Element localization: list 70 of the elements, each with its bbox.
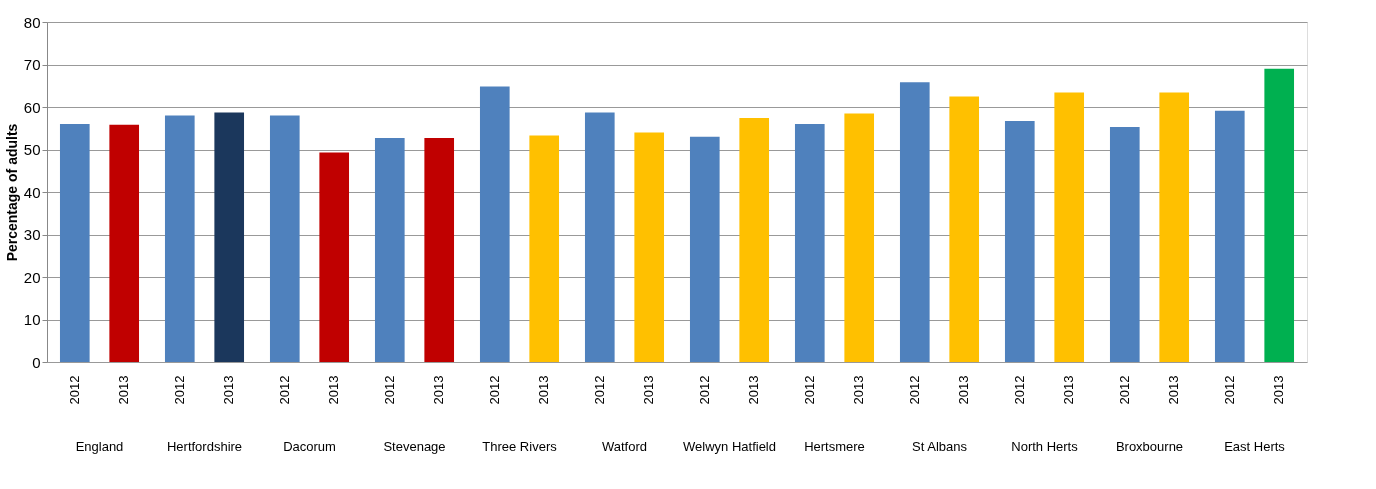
- y-tick-label: 30: [23, 226, 41, 243]
- y-tick-label: 0: [32, 353, 41, 371]
- bar: [949, 96, 980, 362]
- bar: [109, 124, 140, 362]
- text: 2012: [1011, 375, 1027, 405]
- text: 2013: [326, 375, 342, 405]
- bar: [844, 113, 875, 362]
- bar: [634, 132, 665, 362]
- text: 2012: [591, 375, 607, 405]
- bar: [164, 115, 195, 362]
- y-tick-label: 20: [23, 268, 41, 286]
- x-tick-label: Three Rivers: [482, 439, 558, 454]
- bar: [424, 138, 455, 362]
- bar: [1264, 68, 1295, 362]
- text: 2012: [1221, 375, 1237, 405]
- text: 2013: [1061, 375, 1077, 405]
- text: 2013: [1271, 375, 1287, 405]
- y-tick-label: 80: [23, 13, 41, 31]
- x-tick-label: East Herts: [1224, 439, 1286, 454]
- bar: [214, 112, 245, 362]
- text: 2013: [116, 375, 132, 405]
- x-tick-label: Watford: [601, 439, 648, 454]
- bar: [794, 124, 825, 362]
- x-tick-label: Welwyn Hatfield: [683, 439, 776, 454]
- text: 2013: [221, 375, 237, 405]
- x-tick-label: Hertfordshire: [166, 439, 243, 454]
- y-tick-label: 50: [23, 141, 41, 158]
- bar: [739, 118, 770, 362]
- bar: [689, 136, 720, 362]
- text: 2012: [696, 375, 712, 405]
- y-tick-label: 70: [23, 56, 41, 73]
- y-tick-label: 10: [23, 311, 41, 328]
- x-tick-label: Stevenage: [383, 439, 446, 454]
- text: 2012: [906, 375, 922, 405]
- bar: [899, 82, 930, 362]
- x-tick-label: Broxbourne: [1115, 439, 1184, 454]
- y-tick-label: 60: [23, 98, 41, 116]
- text: 2013: [746, 375, 762, 405]
- bar: [529, 135, 560, 362]
- text: 2013: [956, 375, 972, 405]
- text: 2012: [171, 375, 187, 405]
- bar: [374, 138, 405, 362]
- bar: [1109, 126, 1140, 362]
- text: 2013: [641, 375, 657, 405]
- text: 2012: [801, 375, 817, 405]
- text: 2012: [486, 375, 502, 405]
- x-tick-label: England: [75, 439, 124, 454]
- x-tick-label: Hertsmere: [804, 439, 865, 454]
- x-tick-label: Dacorum: [283, 439, 336, 454]
- bar: [319, 152, 350, 362]
- x-tick-label: North Herts: [1011, 439, 1079, 454]
- text: 2013: [536, 375, 552, 405]
- text: 2013: [1166, 375, 1182, 405]
- text: 2013: [851, 375, 867, 405]
- text: 2012: [276, 375, 292, 405]
- bar: [1159, 92, 1190, 362]
- text: 2012: [66, 375, 82, 405]
- text: 2012: [381, 375, 397, 405]
- y-axis-title: Percentage of adults: [3, 123, 20, 262]
- bar: [1004, 121, 1035, 362]
- bar: [59, 124, 90, 362]
- bar: [1054, 92, 1085, 362]
- bar: [479, 86, 510, 362]
- y-tick-label: 40: [23, 183, 41, 201]
- bar: [1214, 110, 1245, 362]
- bar: [584, 112, 615, 362]
- text: 2012: [1116, 375, 1132, 405]
- text: 2013: [431, 375, 447, 405]
- bar: [269, 115, 300, 362]
- x-tick-label: St Albans: [912, 439, 968, 454]
